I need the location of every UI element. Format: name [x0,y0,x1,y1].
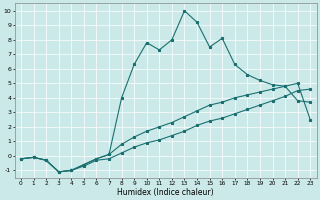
X-axis label: Humidex (Indice chaleur): Humidex (Indice chaleur) [117,188,214,197]
